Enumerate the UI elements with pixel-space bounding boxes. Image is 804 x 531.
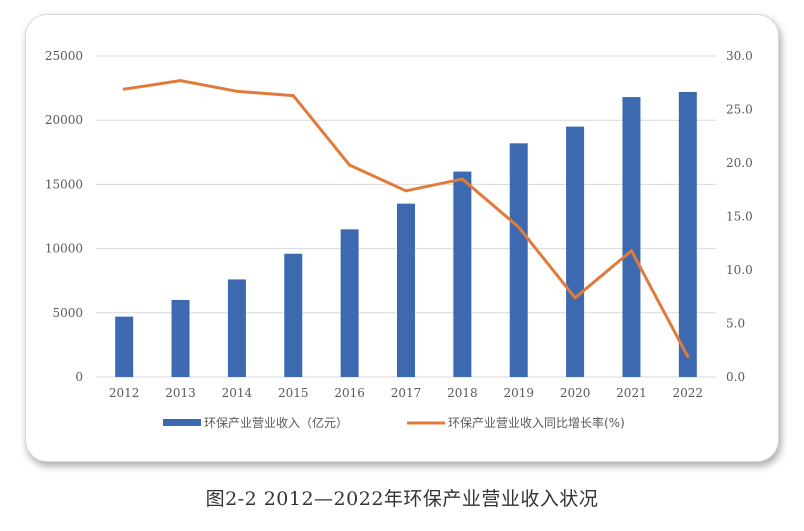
bar-2012 [115, 316, 134, 377]
legend-bar-label: 环保产业营业收入（亿元） [204, 415, 348, 430]
line-point-2014 [235, 89, 239, 93]
line-point-2017 [404, 189, 408, 193]
x-axis: 2012 2013 2014 2015 2016 2017 2018 2019 2020 2021… [109, 386, 703, 400]
line-point-2021 [629, 249, 633, 253]
y-right-tick-label: 0.0 [726, 370, 745, 384]
x-tick-label: 2020 [560, 386, 591, 400]
line-point-2019 [517, 225, 521, 229]
line-point-2022 [686, 355, 690, 359]
bar-2013 [171, 299, 190, 377]
line-point-2013 [179, 79, 183, 83]
figure-caption: 图2-2 2012—2022年环保产业营业收入状况 [205, 488, 599, 510]
line-point-2020 [573, 296, 577, 300]
legend: 环保产业营业收入（亿元） 环保产业营业收入同比增长率(%) [163, 415, 625, 430]
y-axis-left: 0 5000 10000 15000 20000 25000 [45, 49, 83, 384]
line-point-2012 [122, 87, 126, 91]
y-left-tick-label: 0 [75, 370, 83, 384]
y-left-tick-label: 25000 [45, 49, 83, 63]
bar-2021 [622, 97, 641, 377]
y-right-tick-label: 15.0 [726, 210, 753, 224]
y-axis-right: 0.0 5.0 10.0 15.0 20.0 25.0 30.0 [726, 49, 753, 384]
x-tick-label: 2015 [278, 386, 309, 400]
y-left-tick-label: 15000 [45, 177, 83, 191]
bar-2016 [340, 229, 359, 377]
bar-2020 [566, 126, 585, 378]
y-left-tick-label: 10000 [45, 242, 83, 256]
y-left-tick-label: 20000 [45, 113, 83, 127]
y-right-tick-label: 25.0 [726, 103, 753, 117]
line-point-2018 [460, 177, 464, 181]
gridlines [96, 55, 716, 378]
y-right-tick-label: 5.0 [726, 317, 745, 331]
bar-series [115, 91, 697, 378]
bar-2018 [453, 171, 472, 377]
y-left-tick-label: 5000 [52, 306, 83, 320]
legend-bar-swatch [163, 419, 201, 426]
legend-line-label: 环保产业营业收入同比增长率(%) [448, 415, 625, 430]
x-tick-label: 2018 [447, 386, 478, 400]
x-tick-label: 2021 [616, 386, 647, 400]
x-tick-label: 2014 [222, 386, 253, 400]
y-right-tick-label: 20.0 [726, 156, 753, 170]
y-right-tick-label: 30.0 [726, 49, 753, 63]
bar-2019 [509, 143, 528, 377]
x-tick-label: 2019 [503, 386, 534, 400]
line-series [122, 79, 690, 359]
bar-2022 [678, 91, 697, 378]
x-tick-label: 2017 [391, 386, 422, 400]
line-point-2016 [348, 163, 352, 167]
bar-2017 [397, 203, 415, 377]
x-tick-label: 2016 [334, 386, 365, 400]
x-tick-label: 2013 [165, 386, 196, 400]
bar-2015 [284, 253, 303, 377]
line-point-2015 [291, 94, 295, 98]
x-tick-label: 2012 [109, 386, 140, 400]
x-tick-label: 2022 [673, 386, 704, 400]
y-right-tick-label: 10.0 [726, 263, 753, 277]
bar-2014 [227, 279, 246, 377]
